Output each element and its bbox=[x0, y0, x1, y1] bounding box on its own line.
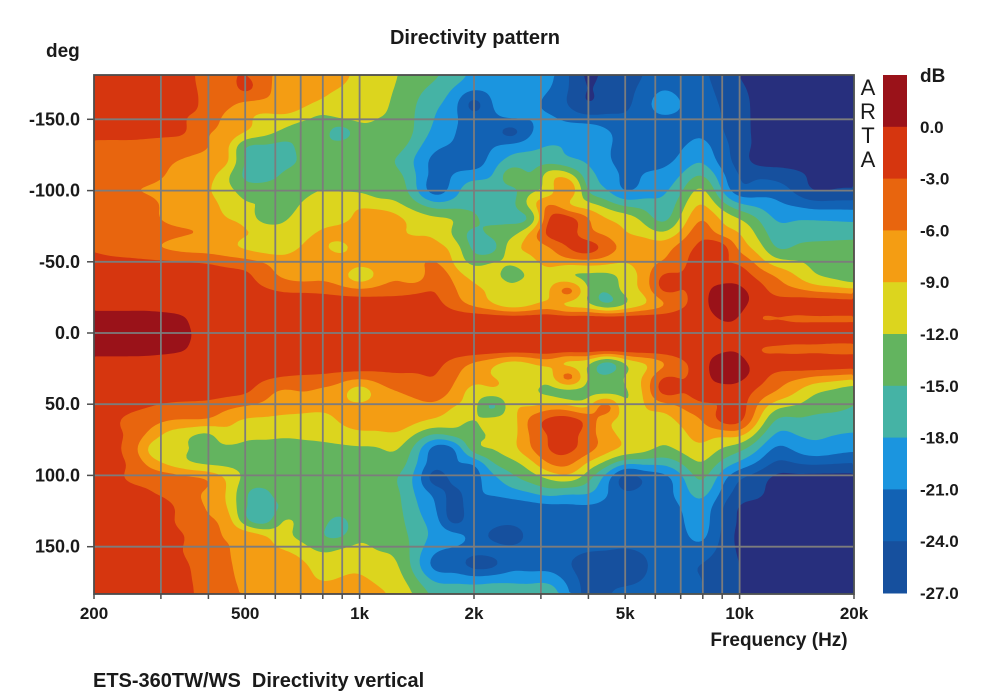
svg-text:A: A bbox=[861, 147, 876, 172]
svg-text:2k: 2k bbox=[465, 604, 484, 623]
svg-text:-27.0: -27.0 bbox=[920, 584, 959, 603]
svg-text:500: 500 bbox=[231, 604, 259, 623]
svg-text:ETS-360TW/WS Directivity vert: ETS-360TW/WS Directivity vertical bbox=[93, 670, 424, 692]
svg-text:50.0: 50.0 bbox=[45, 394, 80, 414]
svg-text:10k: 10k bbox=[725, 604, 754, 623]
svg-text:deg: deg bbox=[46, 41, 80, 62]
svg-text:Directivity pattern: Directivity pattern bbox=[390, 27, 560, 49]
svg-text:-21.0: -21.0 bbox=[920, 480, 959, 499]
svg-text:A: A bbox=[861, 75, 876, 100]
svg-text:-150.0: -150.0 bbox=[29, 109, 80, 129]
svg-text:R: R bbox=[860, 99, 876, 124]
svg-text:-18.0: -18.0 bbox=[920, 429, 959, 448]
svg-text:-6.0: -6.0 bbox=[920, 221, 949, 240]
svg-text:-12.0: -12.0 bbox=[920, 325, 959, 344]
svg-text:0.0: 0.0 bbox=[55, 323, 80, 343]
svg-text:-3.0: -3.0 bbox=[920, 170, 949, 189]
svg-text:-24.0: -24.0 bbox=[920, 532, 959, 551]
svg-text:Frequency (Hz): Frequency (Hz) bbox=[710, 630, 847, 651]
svg-text:5k: 5k bbox=[616, 604, 635, 623]
svg-text:0.0: 0.0 bbox=[920, 118, 944, 137]
svg-text:100.0: 100.0 bbox=[35, 465, 80, 485]
svg-text:-15.0: -15.0 bbox=[920, 377, 959, 396]
svg-text:-50.0: -50.0 bbox=[39, 252, 80, 272]
svg-text:T: T bbox=[861, 123, 874, 148]
svg-text:-100.0: -100.0 bbox=[29, 181, 80, 201]
svg-text:-9.0: -9.0 bbox=[920, 273, 949, 292]
svg-text:dB: dB bbox=[920, 66, 945, 87]
svg-text:200: 200 bbox=[80, 604, 108, 623]
svg-text:1k: 1k bbox=[350, 604, 369, 623]
svg-text:150.0: 150.0 bbox=[35, 537, 80, 557]
svg-text:20k: 20k bbox=[840, 604, 869, 623]
